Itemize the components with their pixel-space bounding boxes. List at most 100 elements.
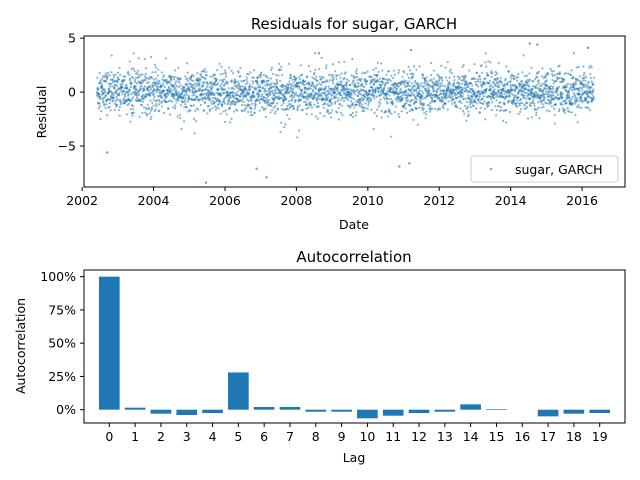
- scatter-point: [585, 83, 588, 87]
- scatter-point: [315, 93, 318, 96]
- scatter-point: [473, 98, 476, 101]
- scatter-point: [472, 90, 475, 93]
- scatter-point: [296, 108, 299, 112]
- scatter-point: [175, 89, 178, 92]
- scatter-point: [320, 88, 323, 92]
- scatter-point: [104, 94, 107, 98]
- scatter-point: [249, 88, 252, 91]
- scatter-point: [215, 79, 218, 83]
- scatter-point: [461, 88, 464, 92]
- scatter-point: [225, 113, 228, 116]
- scatter-point: [396, 100, 399, 103]
- scatter-point: [561, 107, 565, 110]
- scatter-point: [456, 75, 459, 78]
- scatter-point: [409, 69, 412, 72]
- scatter-point: [353, 106, 356, 109]
- scatter-point: [412, 65, 416, 68]
- scatter-point: [429, 106, 432, 109]
- scatter-point: [558, 71, 561, 74]
- scatter-point: [536, 86, 539, 89]
- scatter-point: [335, 78, 338, 81]
- scatter-point: [519, 108, 522, 111]
- scatter-point: [531, 100, 535, 103]
- scatter-point: [199, 103, 202, 107]
- scatter-point: [250, 99, 253, 103]
- scatter-point: [383, 98, 386, 101]
- scatter-point: [160, 71, 164, 74]
- scatter-point: [411, 99, 414, 102]
- scatter-point: [320, 56, 323, 59]
- scatter-point: [314, 68, 317, 71]
- scatter-point: [389, 79, 392, 83]
- scatter-point: [344, 71, 347, 74]
- scatter-point: [425, 113, 428, 116]
- scatter-point: [393, 73, 396, 76]
- scatter-point: [541, 67, 544, 70]
- scatter-point: [554, 103, 557, 106]
- scatter-point: [446, 61, 449, 64]
- scatter-point: [370, 108, 373, 111]
- scatter-point: [440, 81, 443, 84]
- scatter-point: [206, 83, 209, 86]
- scatter-point: [490, 98, 493, 101]
- scatter-point: [519, 88, 522, 91]
- scatter-point: [542, 98, 546, 102]
- acf-y-tick-label: 100%: [40, 269, 76, 284]
- scatter-point: [154, 89, 157, 92]
- scatter-point: [99, 97, 102, 100]
- scatter-point: [567, 93, 570, 96]
- scatter-point: [208, 82, 211, 85]
- scatter-point: [490, 69, 493, 72]
- acf-bar: [460, 404, 481, 410]
- scatter-point: [534, 87, 538, 90]
- scatter-point: [302, 97, 305, 100]
- scatter-point: [322, 106, 325, 109]
- scatter-point: [136, 91, 139, 95]
- scatter-x-tick-label: 2012: [423, 193, 455, 208]
- scatter-point: [318, 82, 321, 85]
- scatter-point: [137, 74, 140, 77]
- scatter-x-tick-label: 2004: [138, 193, 170, 208]
- scatter-point: [448, 76, 451, 79]
- scatter-point: [563, 111, 566, 115]
- scatter-point: [567, 72, 570, 75]
- scatter-point: [134, 78, 137, 82]
- scatter-point: [233, 78, 237, 81]
- scatter-point: [326, 109, 330, 113]
- scatter-point: [387, 97, 390, 101]
- scatter-point: [496, 91, 499, 94]
- scatter-point: [343, 77, 346, 80]
- scatter-point: [407, 65, 410, 68]
- scatter-point: [365, 91, 368, 95]
- scatter-point: [526, 105, 529, 109]
- scatter-point: [137, 57, 140, 60]
- scatter-point: [378, 80, 381, 84]
- scatter-point: [397, 97, 400, 101]
- scatter-point: [349, 83, 352, 86]
- scatter-y-axis-title: Residual: [34, 86, 49, 139]
- scatter-point: [207, 94, 211, 97]
- scatter-point: [334, 70, 337, 73]
- scatter-point: [424, 87, 427, 91]
- scatter-point: [565, 101, 568, 104]
- scatter-point: [460, 79, 463, 82]
- scatter-outlier-point: [204, 181, 208, 184]
- scatter-point: [412, 118, 415, 121]
- scatter-point: [185, 106, 188, 109]
- scatter-point: [357, 90, 361, 93]
- scatter-point: [507, 70, 511, 73]
- scatter-point: [259, 75, 262, 79]
- scatter-point: [155, 80, 158, 83]
- scatter-point: [378, 77, 382, 80]
- scatter-point: [508, 110, 512, 114]
- scatter-point: [564, 100, 567, 103]
- scatter-point: [158, 109, 161, 112]
- scatter-point: [145, 77, 148, 80]
- scatter-point: [236, 80, 239, 83]
- scatter-point: [326, 98, 329, 101]
- acf-bars: [98, 276, 611, 419]
- scatter-point: [257, 86, 260, 89]
- scatter-point: [550, 96, 553, 99]
- scatter-point: [156, 68, 159, 71]
- scatter-point: [452, 98, 455, 101]
